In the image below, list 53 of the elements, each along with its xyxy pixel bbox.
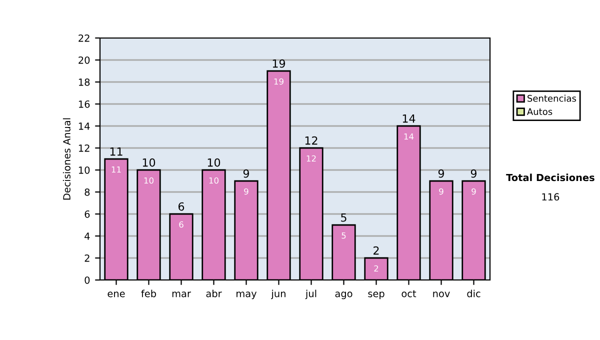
data-label: 10 (209, 177, 218, 184)
x-tick-label: jul (305, 290, 316, 300)
x-tick-label: sep (368, 292, 384, 300)
total-label: 10 (208, 158, 220, 167)
x-tick-label: ene (108, 292, 125, 298)
y-tick-label: 20 (78, 56, 90, 64)
data-label: 19 (274, 78, 284, 85)
y-tick-label: 2 (84, 254, 90, 262)
data-label: 9 (439, 188, 444, 195)
legend-label: Autos (527, 108, 552, 116)
x-tick-label: dic (467, 290, 480, 298)
data-label: 11 (112, 166, 121, 173)
x-tick-label: may (236, 292, 257, 300)
data-label: 9 (244, 188, 248, 195)
y-tick-label: 12 (78, 144, 90, 152)
total-label: 5 (341, 213, 346, 222)
x-tick-label: feb (141, 290, 156, 298)
y-axis-title: Decisiones Anual (62, 118, 70, 200)
y-tick-label: 4 (84, 232, 90, 240)
total-label: 9 (470, 169, 477, 178)
x-tick-label: ago (335, 292, 352, 300)
y-tick-label: 8 (84, 188, 90, 196)
total-label: 10 (142, 158, 156, 167)
x-tick-label: mar (172, 292, 191, 298)
total-label: 6 (178, 202, 184, 211)
total-label: 9 (243, 169, 250, 178)
total-label: 14 (402, 114, 416, 123)
y-tick-label: 16 (78, 100, 90, 108)
total-label: 19 (272, 59, 286, 68)
data-label: 9 (472, 188, 476, 195)
x-tick-label: abr (206, 290, 222, 298)
y-tick-label: 6 (84, 210, 90, 218)
data-label: 5 (342, 232, 346, 239)
total-label: 2 (374, 246, 379, 255)
total-label: 12 (305, 136, 318, 145)
y-tick-label: 14 (78, 122, 90, 130)
legend-label: Sentencias (528, 94, 576, 102)
data-label: 12 (306, 155, 316, 162)
total-label: 11 (110, 147, 122, 156)
text: 116 (542, 193, 560, 201)
y-tick-label: 18 (78, 78, 90, 86)
y-tick-label: 10 (78, 166, 90, 174)
y-tick-label: 0 (84, 276, 90, 284)
data-label: 2 (374, 265, 378, 272)
x-tick-label: nov (433, 292, 450, 298)
data-label: 10 (144, 177, 154, 184)
x-tick-label: oct (402, 290, 416, 298)
data-label: 14 (404, 133, 414, 140)
x-tick-label: jun (271, 290, 286, 300)
text: Total Decisiones (506, 174, 594, 182)
total-label: 9 (438, 169, 444, 178)
y-tick-label: 22 (78, 34, 90, 42)
data-label: 6 (179, 221, 184, 228)
